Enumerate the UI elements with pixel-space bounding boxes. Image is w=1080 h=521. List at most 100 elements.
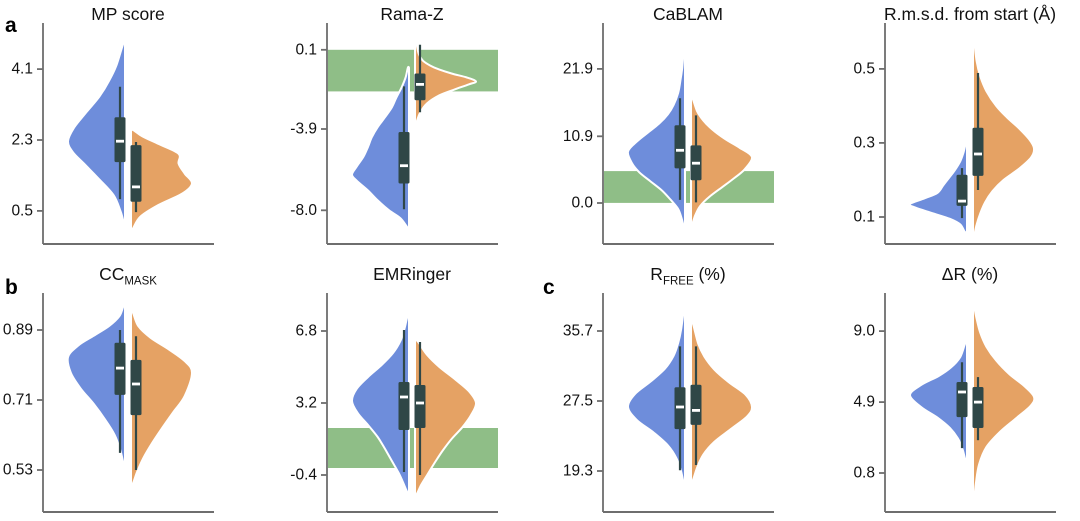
chart-title-r-free: RFREE (%) <box>553 263 823 293</box>
title-main: R.m.s.d. from start (Å) <box>883 4 1057 24</box>
box-median-line <box>974 152 982 156</box>
box-median-line <box>692 161 700 165</box>
violin-plot-emringer: 6.8 3.2 -0.4 <box>290 293 498 513</box>
violin-half-orange <box>690 320 754 483</box>
y-tick-label: 0.71 <box>3 392 33 409</box>
y-tick-label: 21.9 <box>563 60 593 77</box>
violin-half-orange <box>972 38 1036 238</box>
title-main: ΔR (%) <box>941 264 999 284</box>
y-tick-label: 19.3 <box>563 463 593 480</box>
chart-title-delta-r: ΔR (%) <box>835 263 1080 293</box>
y-tick-label: -8.0 <box>290 202 317 219</box>
y-tick-label: -0.4 <box>290 467 317 484</box>
box-iqr <box>130 359 142 416</box>
violin-plot-mp-score: 4.1 2.3 0.5 <box>11 23 214 245</box>
target-range-band <box>604 171 774 203</box>
box-median-line <box>676 405 684 409</box>
y-tick-label: 0.89 <box>3 322 33 339</box>
violin-plot-rmsd-from-start: 0.5 0.3 0.1 <box>853 23 1056 245</box>
box-iqr <box>956 382 968 418</box>
box-median-line <box>132 382 140 386</box>
box-median-line <box>676 148 684 152</box>
violin-half-orange <box>690 97 754 227</box>
chart-title-rama-z: Rama-Z <box>277 3 547 33</box>
y-tick-label: 3.2 <box>295 395 317 412</box>
panel-label-c: c <box>543 276 555 299</box>
violin-plot-cc-mask: 0.89 0.71 0.53 <box>3 293 214 513</box>
y-tick-label: 0.3 <box>853 134 875 151</box>
box-iqr <box>398 132 410 184</box>
box-iqr <box>972 127 984 176</box>
chart-title-emringer: EMRinger <box>277 263 547 293</box>
chart-title-cc-mask: CCMASK <box>0 263 263 293</box>
y-tick-label: 10.9 <box>563 128 593 145</box>
violin-half-orange <box>130 128 193 231</box>
box-median-line <box>958 199 966 203</box>
title-sub: FREE <box>662 275 694 288</box>
box-iqr <box>956 174 968 206</box>
box-iqr <box>398 382 410 430</box>
box-median-line <box>400 395 408 399</box>
violin-plot-delta-r: 9.0 4.9 0.8 <box>853 293 1056 513</box>
y-tick-label: 6.8 <box>295 323 317 340</box>
violin-half-blue <box>626 47 686 229</box>
y-tick-label: 2.3 <box>11 132 33 149</box>
violin-plot-r-free: 35.7 27.5 19.3 <box>563 293 774 513</box>
target-range-band <box>328 49 498 92</box>
chart-title-mp-score: MP score <box>0 3 263 33</box>
box-median-line <box>400 164 408 168</box>
panel-label-b: b <box>5 276 18 299</box>
title-main: EMRinger <box>373 264 451 284</box>
box-median-line <box>958 390 966 394</box>
violin-half-blue <box>350 315 410 494</box>
box-median-line <box>416 83 424 86</box>
title-main: MP score <box>91 4 165 24</box>
violin-plot-rama-z: 0.1 -3.9 -8.0 <box>290 23 498 245</box>
y-tick-label: 0.5 <box>11 202 33 219</box>
violin-half-blue <box>66 40 126 225</box>
box-median-line <box>116 366 124 370</box>
title-main: CaBLAM <box>652 4 724 24</box>
violin-half-orange <box>972 304 1036 502</box>
violin-half-blue <box>351 65 410 229</box>
box-iqr <box>690 384 702 425</box>
y-tick-label: -3.9 <box>290 121 317 138</box>
panel-label-a: a <box>5 14 17 37</box>
title-main: Rama-Z <box>380 4 444 24</box>
y-tick-label: 4.9 <box>853 394 875 411</box>
box-median-line <box>416 401 424 405</box>
box-median-line <box>974 400 982 404</box>
box-iqr <box>130 145 142 202</box>
y-tick-label: 0.1 <box>853 209 875 226</box>
box-iqr <box>674 125 686 169</box>
target-range-band <box>328 428 498 468</box>
chart-title-rmsd-from-start: R.m.s.d. from start (Å) <box>835 3 1080 33</box>
violin-plot-cablam: 21.9 10.9 0.0 <box>563 23 774 245</box>
y-tick-label: 27.5 <box>563 393 593 410</box>
y-tick-label: 0.1 <box>295 41 317 58</box>
y-tick-label: 4.1 <box>11 61 33 78</box>
y-tick-label: 0.53 <box>3 462 33 479</box>
box-median-line <box>116 139 124 143</box>
box-median-line <box>692 409 700 412</box>
y-tick-label: 0.0 <box>571 195 593 212</box>
box-iqr <box>414 73 426 101</box>
y-tick-label: 0.8 <box>853 465 875 482</box>
title-main: CC <box>99 264 125 284</box>
y-tick-label: 0.5 <box>853 60 875 77</box>
box-iqr <box>114 117 126 163</box>
title-sub: MASK <box>124 275 157 288</box>
y-tick-label: 35.7 <box>563 323 593 340</box>
title-suffix: (%) <box>693 264 726 284</box>
title-main: R <box>650 264 663 284</box>
violin-half-blue <box>908 141 968 234</box>
y-tick-label: 9.0 <box>853 323 875 340</box>
box-iqr <box>972 387 984 428</box>
box-iqr <box>414 385 426 428</box>
box-median-line <box>132 185 140 189</box>
chart-title-cablam: CaBLAM <box>553 3 823 33</box>
violin-half-blue <box>909 341 968 461</box>
violin-half-orange <box>414 338 478 496</box>
violin-half-orange <box>130 310 193 486</box>
